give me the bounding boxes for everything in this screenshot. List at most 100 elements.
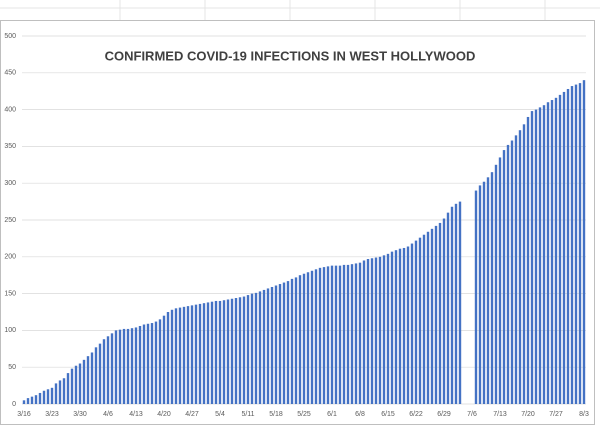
bar: [350, 264, 354, 404]
bar: [486, 177, 490, 404]
bar: [570, 86, 574, 404]
y-tick-label: 350: [4, 143, 16, 150]
bar: [518, 130, 522, 404]
bar: [562, 91, 566, 404]
bar: [110, 333, 114, 404]
bar: [294, 277, 298, 404]
y-tick-label: 500: [4, 33, 16, 40]
bar: [94, 347, 98, 404]
bar: [58, 380, 62, 404]
bar: [498, 157, 502, 404]
x-tick-label: 3/23: [45, 411, 59, 418]
bar: [390, 251, 394, 404]
bar: [450, 206, 454, 404]
y-tick-label: 100: [4, 327, 16, 334]
bar: [426, 231, 430, 404]
bar: [254, 292, 258, 404]
bar: [142, 324, 146, 404]
bar: [102, 339, 106, 404]
bar: [310, 270, 314, 404]
y-tick-label: 400: [4, 106, 16, 113]
bar: [258, 291, 262, 404]
x-tick-label: 5/4: [215, 411, 225, 418]
x-tick-label: 5/25: [297, 411, 311, 418]
bar: [98, 343, 102, 404]
bar: [474, 190, 478, 404]
bar: [186, 306, 190, 404]
bar: [118, 329, 122, 404]
bar: [266, 288, 270, 404]
bar: [30, 396, 34, 404]
bar: [558, 94, 562, 404]
bar: [574, 84, 578, 405]
bar: [250, 293, 254, 404]
bar: [190, 305, 194, 404]
x-tick-label: 5/18: [269, 411, 283, 418]
bar: [446, 212, 450, 404]
bar: [138, 325, 142, 404]
bar: [438, 222, 442, 404]
bar: [262, 289, 266, 404]
bar: [490, 172, 494, 404]
x-tick-label: 7/27: [549, 411, 563, 418]
bar: [334, 265, 338, 404]
bar: [494, 164, 498, 404]
bar: [302, 273, 306, 404]
bar: [550, 100, 554, 405]
bar: [406, 246, 410, 404]
bar: [70, 368, 74, 404]
x-tick-label: 4/13: [129, 411, 143, 418]
bar: [178, 307, 182, 404]
bar: [194, 304, 198, 404]
bar: [502, 150, 506, 404]
bar: [210, 301, 214, 404]
bar: [226, 299, 230, 404]
bar: [342, 264, 346, 404]
y-tick-label: 200: [4, 254, 16, 261]
bar: [386, 253, 390, 404]
bar: [246, 295, 250, 404]
bar: [134, 327, 138, 404]
bar: [410, 243, 414, 404]
y-tick-label: 50: [8, 364, 16, 371]
bar: [274, 285, 278, 404]
bar: [182, 306, 186, 404]
bar: [374, 257, 378, 404]
bar: [22, 400, 26, 404]
x-tick-label: 6/22: [409, 411, 423, 418]
bar: [230, 298, 234, 404]
chart-title: CONFIRMED COVID-19 INFECTIONS IN WEST HO…: [105, 48, 476, 63]
bar: [522, 124, 526, 404]
bar: [530, 111, 534, 405]
x-tick-label: 6/8: [355, 411, 365, 418]
bar: [290, 278, 294, 404]
x-tick-label: 4/27: [185, 411, 199, 418]
bar: [346, 264, 350, 404]
bar: [526, 116, 530, 405]
x-tick-label: 6/29: [437, 411, 451, 418]
x-tick-label: 6/15: [381, 411, 395, 418]
bar: [26, 398, 30, 404]
bar: [74, 365, 78, 404]
x-tick-label: 7/6: [467, 411, 477, 418]
x-tick-label: 7/20: [521, 411, 535, 418]
bar: [506, 144, 510, 405]
y-tick-label: 300: [4, 180, 16, 187]
bar: [398, 248, 402, 404]
bar: [382, 255, 386, 404]
bar: [362, 260, 366, 404]
bar: [430, 228, 434, 404]
bar: [50, 387, 54, 404]
x-tick-label: 8/3: [579, 411, 589, 418]
bar: [150, 323, 154, 404]
bar: [478, 185, 482, 404]
bar: [338, 265, 342, 404]
bar: [330, 265, 334, 404]
bar: [378, 256, 382, 404]
bar: [214, 300, 218, 404]
bar: [454, 203, 458, 404]
bar: [166, 312, 170, 404]
bar: [238, 297, 242, 404]
